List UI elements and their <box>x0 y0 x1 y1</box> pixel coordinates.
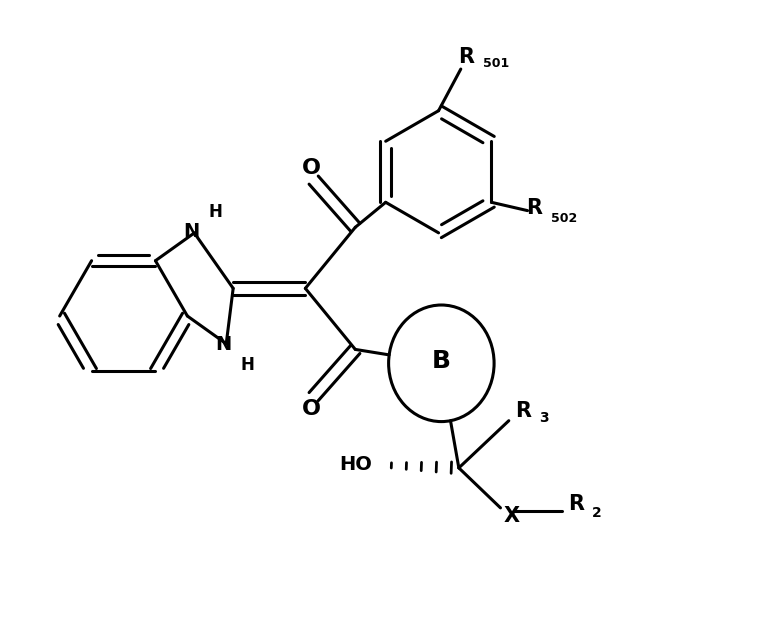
Text: HO: HO <box>339 454 372 473</box>
Text: 2: 2 <box>592 506 602 520</box>
Text: 502: 502 <box>551 212 578 226</box>
Text: B: B <box>432 348 451 372</box>
Text: O: O <box>301 399 321 419</box>
Text: R: R <box>526 198 542 219</box>
Text: X: X <box>503 506 519 526</box>
Text: H: H <box>208 203 222 221</box>
Text: N: N <box>215 336 232 355</box>
Text: H: H <box>240 356 254 374</box>
Text: 3: 3 <box>539 411 549 425</box>
Text: R: R <box>516 401 531 421</box>
Text: O: O <box>301 158 321 178</box>
Text: R: R <box>458 47 474 67</box>
Text: N: N <box>183 222 200 241</box>
Text: 501: 501 <box>483 57 509 70</box>
Text: R: R <box>568 494 584 514</box>
